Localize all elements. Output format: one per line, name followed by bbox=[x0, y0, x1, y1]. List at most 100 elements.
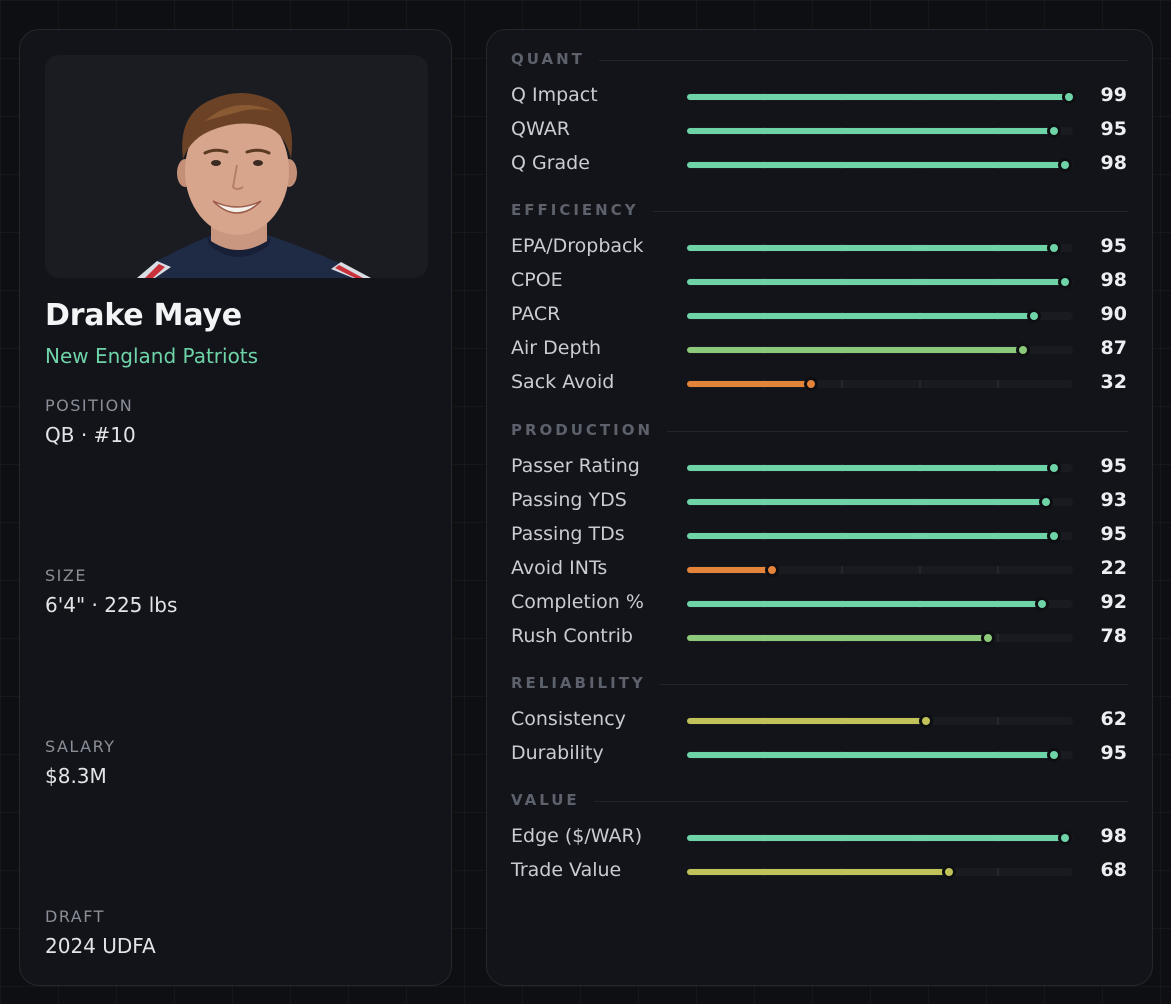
player-name: Drake Maye bbox=[45, 298, 242, 333]
rating-bar-marker bbox=[1038, 495, 1053, 509]
rating-bar-marker bbox=[1058, 158, 1073, 172]
section-title: VALUE bbox=[511, 791, 580, 809]
rating-row: PACR 90 bbox=[511, 303, 1129, 329]
rating-bar-fill bbox=[687, 313, 1035, 319]
rating-bar-fill bbox=[687, 752, 1054, 758]
player-profile-card: Drake Maye New England Patriots POSITION… bbox=[19, 29, 452, 986]
rating-bar-track bbox=[687, 275, 1073, 289]
rating-bar-fill bbox=[687, 465, 1054, 471]
rating-value: 90 bbox=[1100, 303, 1127, 325]
rating-bar-fill bbox=[687, 601, 1043, 607]
rating-row: Rush Contrib 78 bbox=[511, 625, 1129, 651]
rating-bar-track bbox=[687, 563, 1073, 577]
section-divider bbox=[652, 211, 1128, 212]
rating-bar-track bbox=[687, 495, 1073, 509]
rating-row: Avoid INTs 22 bbox=[511, 557, 1129, 583]
rating-bar-track bbox=[687, 597, 1073, 611]
rating-bar-track bbox=[687, 241, 1073, 255]
info-label: DRAFT bbox=[45, 907, 105, 926]
rating-value: 68 bbox=[1100, 859, 1127, 881]
rating-bar-marker bbox=[1046, 461, 1061, 475]
rating-bar-track bbox=[687, 865, 1073, 879]
rating-bar-track bbox=[687, 631, 1073, 645]
rating-bar-track bbox=[687, 90, 1077, 104]
info-position: POSITION QB · #10 bbox=[45, 396, 136, 447]
rating-label: Q Impact bbox=[511, 84, 598, 106]
rating-row: EPA/Dropback 95 bbox=[511, 235, 1129, 261]
rating-bar-fill bbox=[687, 718, 927, 724]
section-divider bbox=[598, 60, 1128, 61]
rating-bar-fill bbox=[687, 835, 1066, 841]
rating-bar-fill bbox=[687, 279, 1066, 285]
rating-label: Completion % bbox=[511, 591, 644, 613]
rating-row: CPOE 98 bbox=[511, 269, 1129, 295]
section-title: PRODUCTION bbox=[511, 421, 654, 439]
rating-bar-marker bbox=[764, 563, 779, 577]
rating-row: Durability 95 bbox=[511, 742, 1129, 768]
rating-bar-track bbox=[687, 529, 1073, 543]
ratings-panel: QUANT Q Impact 99 QWAR 95 Q Grade 98 EFFICIENCY… bbox=[486, 29, 1153, 986]
rating-bar-marker bbox=[1058, 831, 1073, 845]
rating-row: QWAR 95 bbox=[511, 118, 1129, 144]
rating-bar-track bbox=[687, 377, 1073, 391]
rating-bar-track bbox=[687, 748, 1073, 762]
rating-bar-marker bbox=[1046, 529, 1061, 543]
rating-bar-marker bbox=[1046, 124, 1061, 138]
rating-value: 95 bbox=[1100, 118, 1127, 140]
team-name: New England Patriots bbox=[45, 344, 259, 368]
rating-bar-track bbox=[687, 461, 1073, 475]
rating-bar-marker bbox=[942, 865, 957, 879]
rating-label: Consistency bbox=[511, 708, 626, 730]
rating-row: Edge ($/WAR) 98 bbox=[511, 825, 1129, 851]
rating-value: 95 bbox=[1100, 455, 1127, 477]
rating-label: Passing TDs bbox=[511, 523, 625, 545]
rating-label: Passing YDS bbox=[511, 489, 627, 511]
section-title: EFFICIENCY bbox=[511, 201, 639, 219]
rating-bar-fill bbox=[687, 245, 1054, 251]
rating-value: 32 bbox=[1100, 371, 1127, 393]
rating-value: 87 bbox=[1100, 337, 1127, 359]
info-salary: SALARY $8.3M bbox=[45, 737, 116, 788]
rating-value: 99 bbox=[1100, 84, 1127, 106]
info-label: POSITION bbox=[45, 396, 134, 415]
rating-row: Completion % 92 bbox=[511, 591, 1129, 617]
rating-value: 98 bbox=[1100, 269, 1127, 291]
rating-bar-fill bbox=[687, 128, 1054, 134]
rating-row: Passing TDs 95 bbox=[511, 523, 1129, 549]
rating-row: Consistency 62 bbox=[511, 708, 1129, 734]
rating-bar-fill bbox=[687, 381, 811, 387]
rating-row: Trade Value 68 bbox=[511, 859, 1129, 885]
rating-bar-marker bbox=[1046, 748, 1061, 762]
rating-value: 78 bbox=[1100, 625, 1127, 647]
rating-label: PACR bbox=[511, 303, 561, 325]
section-divider bbox=[659, 684, 1128, 685]
rating-bar-fill bbox=[687, 162, 1066, 168]
info-label: SIZE bbox=[45, 566, 87, 585]
rating-bar-marker bbox=[981, 631, 996, 645]
rating-value: 92 bbox=[1100, 591, 1127, 613]
info-value: QB · #10 bbox=[45, 423, 136, 447]
rating-bar-track bbox=[687, 158, 1073, 172]
player-headshot-image bbox=[137, 93, 371, 278]
rating-bar-fill bbox=[687, 869, 950, 875]
info-value: $8.3M bbox=[45, 764, 107, 788]
rating-row: Sack Avoid 32 bbox=[511, 371, 1129, 397]
rating-row: Q Grade 98 bbox=[511, 152, 1129, 178]
rating-bar-fill bbox=[687, 533, 1054, 539]
section-title: QUANT bbox=[511, 50, 585, 68]
rating-value: 22 bbox=[1100, 557, 1127, 579]
section-divider bbox=[667, 431, 1128, 432]
rating-bar-marker bbox=[919, 714, 934, 728]
rating-bar-marker bbox=[1046, 241, 1061, 255]
rating-value: 98 bbox=[1100, 152, 1127, 174]
rating-label: CPOE bbox=[511, 269, 563, 291]
rating-row: Q Impact 99 bbox=[511, 84, 1129, 110]
rating-label: Passer Rating bbox=[511, 455, 640, 477]
rating-label: Air Depth bbox=[511, 337, 601, 359]
rating-label: QWAR bbox=[511, 118, 570, 140]
player-photo bbox=[45, 55, 428, 278]
rating-bar-track bbox=[687, 124, 1073, 138]
info-value: 2024 UDFA bbox=[45, 934, 156, 958]
rating-row: Air Depth 87 bbox=[511, 337, 1129, 363]
rating-bar-marker bbox=[1062, 90, 1077, 104]
